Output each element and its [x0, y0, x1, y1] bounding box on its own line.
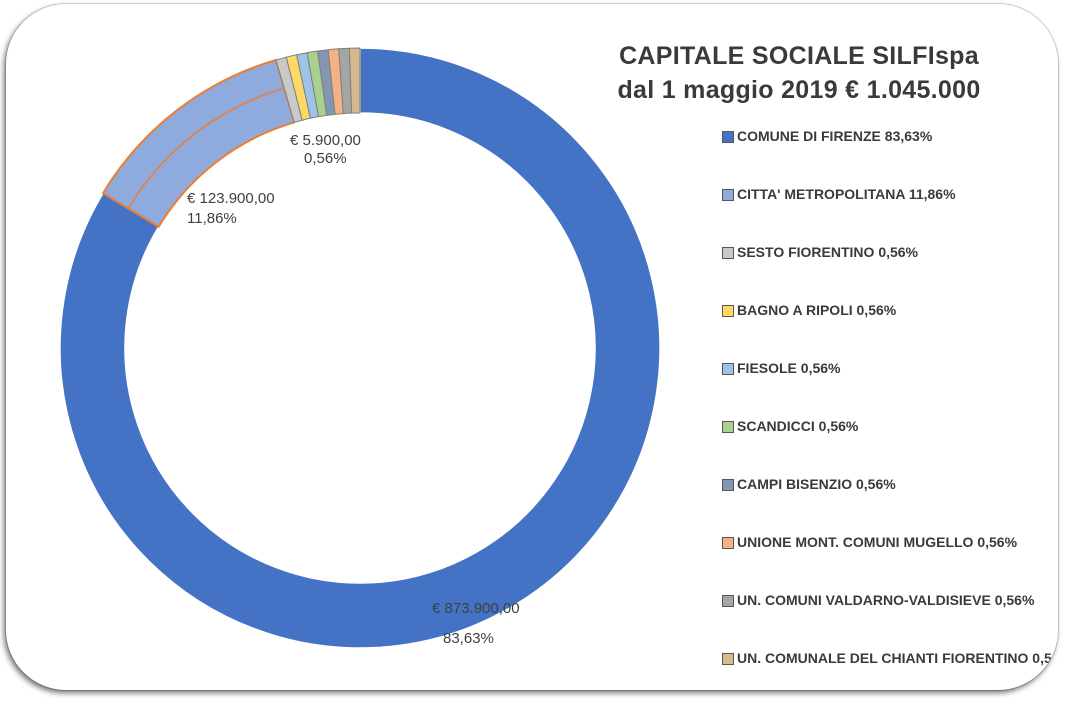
donut-slice	[59, 47, 661, 649]
legend-label: UN. COMUNALE DEL CHIANTI FIORENTINO 0,56…	[737, 650, 1058, 666]
data-label-amount-firenze: € 873.900,00	[432, 600, 520, 617]
legend-label: FIESOLE 0,56%	[737, 360, 841, 376]
data-label-amount-sesto: € 5.900,00	[290, 132, 361, 149]
legend-item: UNIONE MONT. COMUNI MUGELLO 0,56%	[722, 534, 1058, 592]
legend-item: CAMPI BISENZIO 0,56%	[722, 476, 1058, 534]
legend-swatch	[722, 595, 734, 607]
legend-label: SCANDICCI 0,56%	[737, 418, 859, 434]
legend-swatch	[722, 189, 734, 201]
legend-item: SESTO FIORENTINO 0,56%	[722, 244, 1058, 302]
data-label-amount-metro: € 123.900,00	[187, 190, 275, 207]
chart-title: CAPITALE SOCIALE SILFIspa	[619, 42, 979, 70]
legend-item: BAGNO A RIPOLI 0,56%	[722, 302, 1058, 360]
data-label-percent-sesto: 0,56%	[304, 150, 347, 167]
chart-subtitle: dal 1 maggio 2019 € 1.045.000	[617, 76, 981, 104]
legend-label: SESTO FIORENTINO 0,56%	[737, 244, 919, 260]
legend-item: UN. COMUNI VALDARNO-VALDISIEVE 0,56%	[722, 592, 1058, 650]
legend: COMUNE DI FIRENZE 83,63% CITTA' METROPOL…	[722, 128, 1058, 690]
donut-slice	[348, 47, 361, 114]
data-label-percent-metro: 11,86%	[187, 210, 237, 227]
slice-accent-line	[127, 87, 285, 209]
legend-item: COMUNE DI FIRENZE 83,63%	[722, 128, 1058, 186]
legend-label: UN. COMUNI VALDARNO-VALDISIEVE 0,56%	[737, 592, 1035, 608]
legend-item: FIESOLE 0,56%	[722, 360, 1058, 418]
legend-label: UNIONE MONT. COMUNI MUGELLO 0,56%	[737, 534, 1018, 550]
legend-item: SCANDICCI 0,56%	[722, 418, 1058, 476]
legend-swatch	[722, 537, 734, 549]
legend-swatch	[722, 305, 734, 317]
legend-swatch	[722, 131, 734, 143]
legend-swatch	[722, 421, 734, 433]
donut-chart	[59, 47, 661, 649]
data-label-percent-firenze: 83,63%	[443, 630, 494, 647]
legend-item: UN. COMUNALE DEL CHIANTI FIORENTINO 0,56…	[722, 650, 1058, 690]
legend-swatch	[722, 247, 734, 259]
legend-label: BAGNO A RIPOLI 0,56%	[737, 302, 897, 318]
legend-swatch	[722, 653, 734, 665]
chart-frame: CAPITALE SOCIALE SILFIspa dal 1 maggio 2…	[6, 4, 1058, 690]
legend-label: COMUNE DI FIRENZE 83,63%	[737, 128, 933, 144]
legend-label: CAMPI BISENZIO 0,56%	[737, 476, 896, 492]
legend-item: CITTA' METROPOLITANA 11,86%	[722, 186, 1058, 244]
legend-label: CITTA' METROPOLITANA 11,86%	[737, 186, 956, 202]
legend-swatch	[722, 479, 734, 491]
legend-swatch	[722, 363, 734, 375]
